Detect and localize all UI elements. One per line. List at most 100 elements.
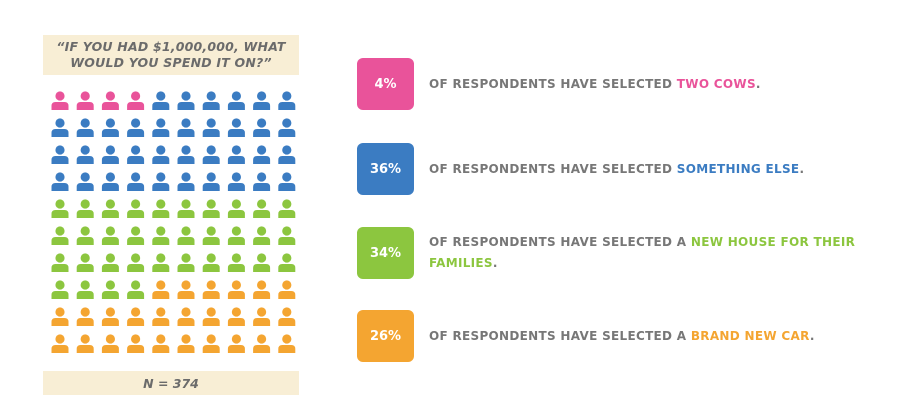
person-icon [51,307,69,326]
person-icon [51,145,69,164]
stat-tail: . [755,76,761,91]
person-icon [177,280,195,299]
person-icon [253,199,271,218]
person-icon [152,91,170,110]
person-icon [278,199,296,218]
person-icon [227,334,245,353]
person-icon [127,253,145,272]
person-icon [202,253,220,272]
percent-value: 34% [369,245,402,261]
person-icon [253,91,271,110]
sample-size-label: N = 374 [143,375,199,391]
person-icon [101,145,119,164]
person-icon [152,145,170,164]
person-icon [76,199,94,218]
person-icon [76,172,94,191]
person-icon [227,118,245,137]
person-icon [76,145,94,164]
person-icon [127,334,145,353]
person-icon [202,172,220,191]
person-icon [127,226,145,245]
person-icon [51,253,69,272]
person-icon [278,307,296,326]
person-icon [152,226,170,245]
percent-badge: 36% [357,143,414,195]
stat-row-something-else: 36% OF RESPONDENTS HAVE SELECTED SOMETHI… [357,143,897,195]
stat-text: OF RESPONDENTS HAVE SELECTED SOMETHING E… [429,159,869,180]
person-icon [51,226,69,245]
question-title: “IF YOU HAD $1,000,000, WHAT WOULD YOU S… [56,39,286,70]
sample-size-box: N = 374 [43,371,299,395]
person-icon [152,307,170,326]
stat-row-two-cows: 4% OF RESPONDENTS HAVE SELECTED TWO COWS… [357,58,897,110]
stat-lead: OF RESPONDENTS HAVE SELECTED A [429,328,691,343]
stat-highlight: NEW HOUSE FOR THEIR FAMILIES [429,235,856,270]
person-icon [101,334,119,353]
stat-highlight: TWO COWS [676,76,756,91]
person-icon [278,145,296,164]
person-icon [253,307,271,326]
person-icon [227,226,245,245]
percent-value: 36% [369,161,402,177]
person-icon [127,118,145,137]
question-box: “IF YOU HAD $1,000,000, WHAT WOULD YOU S… [43,35,299,75]
person-icon [278,280,296,299]
percent-value: 4% [374,76,397,92]
stat-text: OF RESPONDENTS HAVE SELECTED A NEW HOUSE… [429,232,869,274]
person-icon [76,253,94,272]
person-icon [51,199,69,218]
person-icon [152,118,170,137]
person-icon [152,253,170,272]
person-icon [152,280,170,299]
person-icon [253,253,271,272]
person-icon [278,334,296,353]
person-icon [253,280,271,299]
person-icon [127,307,145,326]
stat-text: OF RESPONDENTS HAVE SELECTED TWO COWS. [429,74,869,95]
person-icon [51,334,69,353]
person-icon [101,91,119,110]
person-icon [253,226,271,245]
person-icon [152,334,170,353]
person-icon [227,280,245,299]
stat-lead: OF RESPONDENTS HAVE SELECTED A [429,235,691,249]
stat-highlight: BRAND NEW CAR [690,328,810,343]
person-icon [76,226,94,245]
person-icon [202,334,220,353]
stat-text: OF RESPONDENTS HAVE SELECTED A BRAND NEW… [429,326,869,347]
person-icon [101,226,119,245]
person-icon [177,307,195,326]
person-icon [202,91,220,110]
person-icon [227,145,245,164]
person-icon [227,172,245,191]
stat-lead: OF RESPONDENTS HAVE SELECTED [429,76,677,91]
person-icon [278,226,296,245]
person-icon [101,199,119,218]
person-icon [253,172,271,191]
person-icon [177,253,195,272]
stat-row-new-house: 34% OF RESPONDENTS HAVE SELECTED A NEW H… [357,227,897,279]
person-icon [177,172,195,191]
person-icon [76,280,94,299]
stat-lead: OF RESPONDENTS HAVE SELECTED [429,161,677,176]
person-icon [127,172,145,191]
percent-badge: 34% [357,227,414,279]
person-icon [101,118,119,137]
percent-badge: 26% [357,310,414,362]
person-icon [278,91,296,110]
person-icon [227,307,245,326]
person-icon [127,199,145,218]
person-icon [202,118,220,137]
person-icon [51,118,69,137]
stat-tail: . [492,256,498,270]
person-icon [101,172,119,191]
stat-tail: . [809,328,815,343]
person-icon [227,253,245,272]
person-icon [51,280,69,299]
person-icon [202,280,220,299]
person-icon [152,199,170,218]
person-icon [177,145,195,164]
person-icon [202,226,220,245]
person-icon [177,118,195,137]
stat-tail: . [799,161,805,176]
